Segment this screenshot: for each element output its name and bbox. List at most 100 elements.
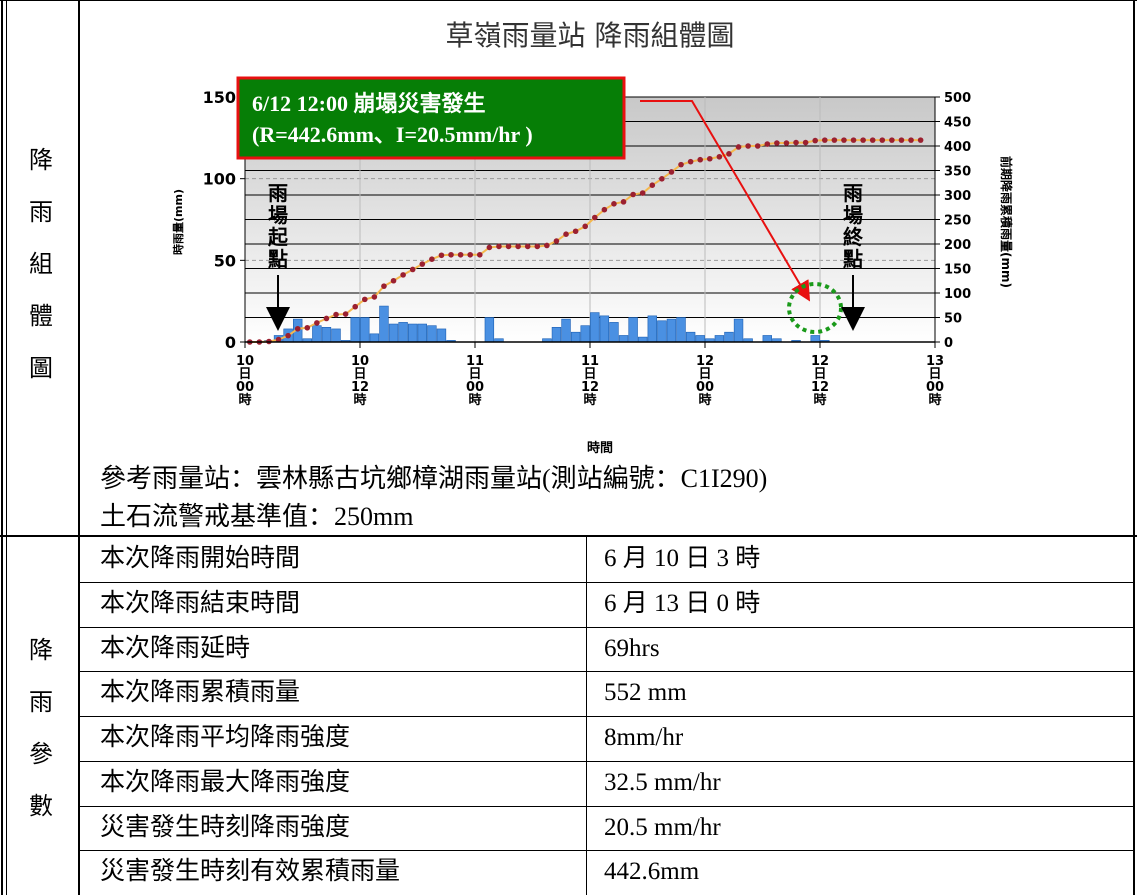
param-row-divider [79, 716, 1135, 717]
cumulative-point [601, 206, 608, 213]
rain-bar [666, 318, 677, 343]
cumulative-point [630, 191, 636, 198]
border-top [0, 0, 1137, 1]
cumulative-point [659, 176, 665, 182]
rain-bar [628, 317, 638, 343]
end-label-char: 場 [843, 203, 863, 227]
rain-bar [312, 325, 322, 343]
event-annotation-text: 6/12 12:00 崩塌災害發生 [252, 91, 485, 116]
cumulative-point [429, 256, 435, 262]
cumulative-point [889, 137, 895, 143]
params-section-label-text: 降雨參數 [6, 625, 76, 833]
cumulative-point [381, 283, 387, 289]
x-axis-title: 時間 [587, 440, 613, 456]
param-label: 本次降雨延時 [100, 634, 251, 662]
cumulative-point [361, 296, 368, 303]
side-label-char: 體 [29, 304, 53, 330]
rain-bar [484, 317, 495, 343]
rain-bar [618, 335, 629, 343]
cumulative-point [649, 182, 656, 188]
rain-bar [350, 317, 360, 343]
x-tick-label: 時 [468, 392, 481, 408]
x-tick-label: 12 [811, 380, 829, 395]
cumulative-point [591, 214, 598, 221]
rain-bar [570, 331, 581, 343]
event-annotation-box [236, 76, 626, 160]
y-tick-label-right: 350 [944, 165, 971, 180]
y-tick-label-right: 300 [944, 189, 971, 204]
cumulative-point [515, 243, 521, 250]
chart-section-label: 降雨組體圖 [6, 135, 76, 395]
param-row-divider [79, 581, 1135, 583]
cumulative-point [802, 139, 809, 146]
y-tick-label-left: 150 [203, 88, 236, 107]
side-label-char: 雨 [29, 690, 53, 716]
end-label-char: 雨 [843, 181, 863, 205]
start-label-char: 點 [268, 247, 288, 271]
y-tick-label-left: 50 [214, 251, 236, 270]
cumulative-point [553, 238, 560, 244]
cumulative-point [869, 137, 876, 143]
y-tick-label-right: 0 [944, 336, 953, 351]
cumulative-point [754, 143, 761, 149]
param-label: 本次降雨開始時間 [100, 545, 301, 572]
param-row-divider [79, 671, 1135, 673]
y-tick-label-right: 250 [944, 214, 971, 229]
param-label: 災害發生時刻有效累積雨量 [100, 858, 401, 886]
end-label-char: 點 [843, 247, 863, 271]
cumulative-point [793, 139, 799, 146]
param-value: 6 月 13 日 0 時 [604, 589, 761, 617]
y-tick-label-right: 150 [944, 263, 971, 278]
cumulative-point [563, 231, 569, 237]
side-label-char: 組 [29, 252, 53, 278]
x-tick-label: 10 [351, 354, 369, 369]
cumulative-point [898, 137, 905, 143]
cumulative-point [457, 251, 464, 258]
warning-threshold: 土石流警戒基準值：250mm [100, 502, 414, 531]
rain-bar [762, 335, 772, 343]
rain-bar [427, 325, 437, 343]
cumulative-point [611, 201, 617, 207]
cumulative-point [764, 141, 771, 147]
x-tick-label: 日 [698, 367, 711, 382]
cumulative-point [438, 252, 445, 259]
event-annotation-text: (R=442.6mm、I=20.5mm/hr ) [252, 122, 533, 147]
cumulative-point [304, 324, 311, 331]
param-row-divider [79, 850, 1135, 852]
cumulative-point [323, 315, 330, 322]
cumulative-point [706, 155, 713, 162]
side-label-char: 降 [29, 148, 53, 174]
reference-station: 參考雨量站：雲林縣古坑鄉樟湖雨量站(測站編號：C1I290) [100, 464, 768, 493]
cumulative-point [860, 137, 866, 143]
rain-bar [331, 328, 341, 343]
cumulative-point [400, 272, 406, 278]
param-value: 32.5 mm/hr [604, 768, 721, 796]
x-tick-label: 時 [813, 392, 826, 408]
cumulative-point [505, 243, 512, 250]
border-right [1133, 0, 1135, 895]
rain-bar [714, 335, 725, 343]
rain-bar [590, 312, 600, 343]
rain-bar [685, 331, 696, 343]
side-label-char: 參 [29, 742, 53, 768]
cumulative-point [352, 303, 359, 310]
x-tick-label: 12 [811, 354, 829, 369]
x-tick-label: 13 [926, 354, 944, 369]
cumulative-point [314, 320, 320, 326]
event-pointer-arrow [640, 100, 811, 302]
rain-bar [436, 328, 447, 343]
param-row-divider [79, 805, 1135, 807]
border-left-outer [1, 0, 3, 895]
cumulative-point [687, 158, 694, 165]
x-tick-label: 日 [468, 367, 481, 382]
rain-bar [733, 318, 744, 343]
y-tick-label-right: 50 [944, 312, 962, 327]
x-tick-label: 時 [353, 392, 366, 408]
cumulative-point [342, 311, 349, 317]
cumulative-point [831, 137, 838, 143]
cumulative-point [668, 169, 675, 175]
cumulative-point [726, 151, 732, 157]
y-tick-label-right: 400 [944, 140, 971, 155]
rain-bar [580, 325, 590, 343]
